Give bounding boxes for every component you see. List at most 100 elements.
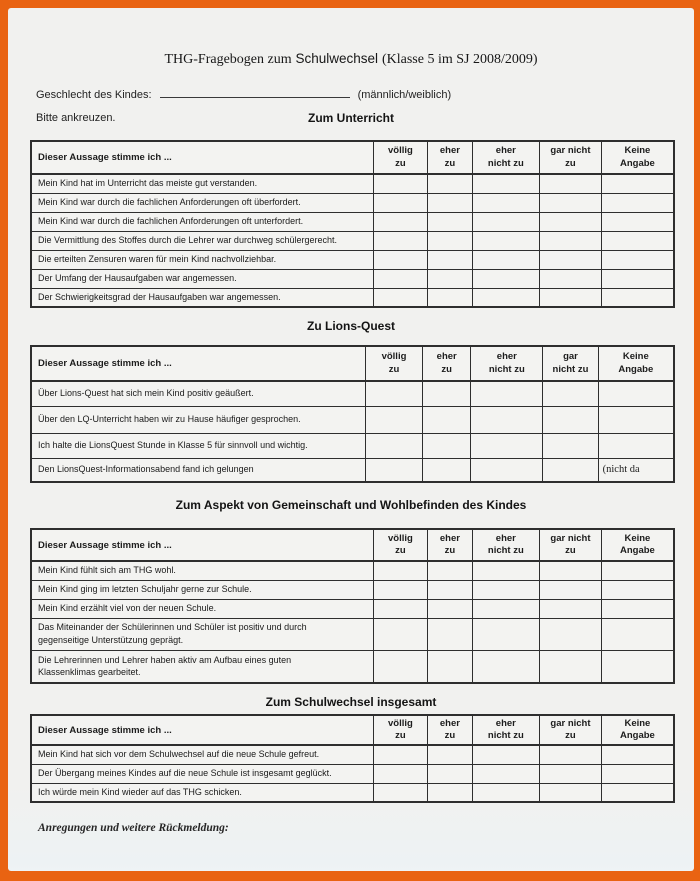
answer-cell[interactable] — [372, 782, 429, 803]
answer-cell[interactable] — [539, 598, 602, 619]
answer-cell[interactable] — [364, 432, 424, 459]
answer-cell[interactable] — [471, 598, 541, 619]
answer-cell[interactable] — [427, 617, 473, 651]
answer-cell[interactable] — [422, 457, 472, 483]
answer-cell[interactable] — [539, 173, 602, 194]
answer-cell[interactable] — [422, 432, 472, 459]
answer-cell[interactable] — [372, 560, 429, 581]
answer-cell[interactable] — [427, 744, 473, 765]
answer-cell[interactable] — [542, 405, 599, 434]
answer-cell[interactable] — [539, 287, 602, 308]
answer-cell[interactable] — [600, 744, 675, 765]
answer-cell[interactable] — [372, 230, 429, 251]
answer-cell[interactable] — [539, 649, 602, 684]
answer-cell[interactable] — [471, 192, 541, 213]
answer-cell[interactable] — [600, 617, 675, 651]
answer-cell[interactable] — [427, 268, 473, 289]
answer-cell[interactable] — [539, 782, 602, 803]
answer-cell[interactable] — [539, 268, 602, 289]
answer-cell[interactable] — [372, 249, 429, 270]
answer-cell[interactable] — [600, 192, 675, 213]
answer-cell[interactable] — [471, 617, 541, 651]
answer-cell[interactable] — [470, 405, 544, 434]
answer-cell[interactable] — [470, 432, 544, 459]
answer-cell[interactable] — [372, 579, 429, 600]
answer-cell[interactable] — [427, 211, 473, 232]
answer-cell[interactable] — [427, 763, 473, 784]
answer-cell[interactable] — [600, 249, 675, 270]
answer-cell[interactable] — [471, 211, 541, 232]
answer-cell[interactable] — [471, 782, 541, 803]
answer-cell[interactable] — [471, 763, 541, 784]
answer-cell[interactable] — [600, 598, 675, 619]
answer-cell[interactable] — [372, 617, 429, 651]
answer-cell[interactable] — [427, 649, 473, 684]
answer-cell[interactable] — [364, 380, 424, 407]
answer-cell[interactable] — [470, 457, 544, 483]
answer-cell[interactable] — [471, 560, 541, 581]
answer-cell[interactable] — [542, 380, 599, 407]
answer-cell[interactable] — [364, 457, 424, 483]
answer-cell[interactable] — [427, 192, 473, 213]
answer-cell[interactable] — [427, 249, 473, 270]
answer-cell[interactable] — [600, 211, 675, 232]
answer-cell[interactable] — [539, 560, 602, 581]
questionnaire-section: Zu Lions-Quest Dieser Aussage stimme ich … — [8, 319, 694, 483]
answer-cell[interactable] — [471, 249, 541, 270]
answer-cell[interactable] — [597, 432, 675, 459]
table-row: Ich halte die LionsQuest Stunde in Klass… — [30, 432, 675, 459]
answer-cell[interactable] — [471, 287, 541, 308]
answer-cell[interactable] — [539, 617, 602, 651]
column-header-cell: eher nicht zu — [471, 528, 541, 562]
answer-cell[interactable] — [372, 211, 429, 232]
answer-cell[interactable] — [471, 230, 541, 251]
answer-cell[interactable] — [471, 579, 541, 600]
answer-cell[interactable] — [372, 649, 429, 684]
answer-cell[interactable] — [471, 744, 541, 765]
answer-cell[interactable] — [539, 249, 602, 270]
answer-cell[interactable] — [600, 782, 675, 803]
answer-cell[interactable] — [542, 432, 599, 459]
table-row: Die erteilten Zensuren waren für mein Ki… — [30, 249, 675, 270]
answer-cell[interactable] — [539, 744, 602, 765]
answer-cell[interactable] — [471, 173, 541, 194]
answer-cell[interactable] — [427, 579, 473, 600]
answer-cell[interactable] — [372, 744, 429, 765]
gender-input-line[interactable] — [159, 85, 350, 98]
answer-cell[interactable] — [470, 380, 544, 407]
answer-cell[interactable] — [539, 763, 602, 784]
answer-cell[interactable] — [600, 763, 675, 784]
answer-cell[interactable] — [364, 405, 424, 434]
answer-cell[interactable] — [372, 192, 429, 213]
answer-cell[interactable] — [372, 763, 429, 784]
answer-cell[interactable] — [539, 230, 602, 251]
answer-cell[interactable] — [539, 192, 602, 213]
answer-cell[interactable] — [600, 560, 675, 581]
answer-cell[interactable] — [422, 405, 472, 434]
answer-cell[interactable] — [542, 457, 599, 483]
answer-cell[interactable] — [372, 173, 429, 194]
answer-cell[interactable] — [600, 579, 675, 600]
answer-cell[interactable] — [597, 380, 675, 407]
answer-cell[interactable] — [600, 268, 675, 289]
answer-cell[interactable] — [422, 380, 472, 407]
answer-cell-note[interactable]: (nicht da — [597, 457, 675, 483]
answer-cell[interactable] — [600, 287, 675, 308]
answer-cell[interactable] — [427, 598, 473, 619]
answer-cell[interactable] — [372, 268, 429, 289]
answer-cell[interactable] — [471, 649, 541, 684]
answer-cell[interactable] — [427, 230, 473, 251]
answer-cell[interactable] — [539, 579, 602, 600]
answer-cell[interactable] — [597, 405, 675, 434]
answer-cell[interactable] — [427, 560, 473, 581]
answer-cell[interactable] — [600, 649, 675, 684]
answer-cell[interactable] — [372, 287, 429, 308]
answer-cell[interactable] — [539, 211, 602, 232]
answer-cell[interactable] — [600, 230, 675, 251]
answer-cell[interactable] — [427, 173, 473, 194]
answer-cell[interactable] — [372, 598, 429, 619]
answer-cell[interactable] — [471, 268, 541, 289]
answer-cell[interactable] — [600, 173, 675, 194]
answer-cell[interactable] — [427, 782, 473, 803]
answer-cell[interactable] — [427, 287, 473, 308]
